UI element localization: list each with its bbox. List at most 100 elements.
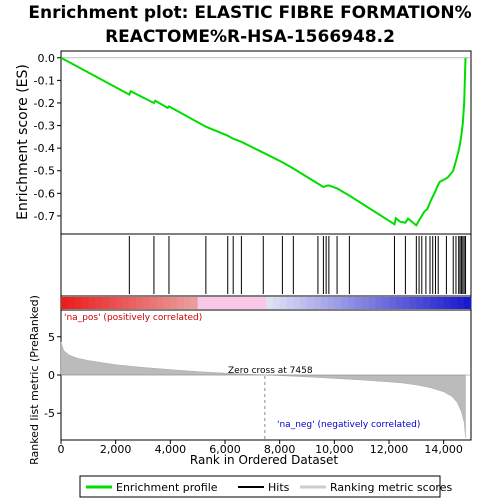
color-bar-segment [464, 297, 472, 309]
color-bar-segment [416, 297, 424, 309]
hits-layer [128, 236, 467, 294]
color-bar-segment [430, 297, 438, 309]
x-tick-label: 12,000 [370, 443, 409, 456]
chart-title-line-2: REACTOME%R-HSA-1566948.2 [105, 27, 395, 47]
color-bar-segment [300, 297, 308, 309]
color-bar-segment [197, 297, 205, 309]
pos-correlated-label: 'na_pos' (positively correlated) [64, 313, 202, 323]
legend: Enrichment profile Hits Ranking metric s… [79, 475, 452, 498]
es-y-tick-label: -0.6 [34, 187, 55, 200]
color-bar-segment [122, 297, 130, 309]
color-bar-segment [67, 297, 76, 309]
color-bar-segment [286, 297, 294, 309]
color-bar-segment [163, 297, 171, 309]
color-bar-segment [74, 297, 82, 309]
es-y-tick-label: -0.1 [34, 74, 55, 87]
color-bar-segment [225, 297, 233, 309]
rank-y-tick-label: -5 [44, 407, 55, 420]
color-bar-segment [341, 297, 349, 309]
color-bar-segment [136, 297, 144, 309]
x-tick-label: 0 [58, 443, 65, 456]
color-bar-segment [156, 297, 164, 309]
color-bar-segment [81, 297, 89, 309]
color-bar-segment [259, 297, 267, 309]
color-bar-segment [218, 297, 226, 309]
hits-panel-frame [60, 233, 472, 297]
color-bar-segment [348, 297, 356, 309]
es-layer: 0.0 -0.1 -0.2 -0.3 -0.4 -0.5 -0.6 -0.7 [34, 52, 471, 227]
color-bar-segment [129, 297, 137, 309]
es-y-tick-label: -0.2 [34, 97, 55, 110]
color-bar-segment [88, 297, 96, 309]
color-bar-segment [361, 297, 369, 309]
color-bar-segment [266, 297, 274, 309]
color-bar-segment [95, 297, 103, 309]
rank-y-axis-label: Ranked list metric (PreRanked) [28, 295, 41, 465]
rank-layer: 5 0 -5 [44, 331, 471, 440]
color-bar-segment [102, 297, 110, 309]
color-bar-segment [423, 297, 431, 309]
color-bar-segment [307, 297, 315, 309]
color-bar-segment [334, 297, 342, 309]
chart-title-line-1: Enrichment plot: ELASTIC FIBRE FORMATION… [28, 3, 471, 23]
ranking-metric-area [60, 342, 466, 438]
zero-cross-label: Zero cross at 7458 [228, 366, 313, 376]
color-bar-segment [450, 297, 458, 309]
es-y-tick-label: -0.7 [34, 210, 55, 223]
neg-correlated-label: 'na_neg' (negatively correlated) [277, 420, 420, 430]
x-tick-label: 14,000 [424, 443, 463, 456]
x-tick-label: 2,000 [100, 443, 132, 456]
color-bar-segment [327, 297, 335, 309]
x-tick-label: 8,000 [264, 443, 296, 456]
color-bar-segment [190, 297, 199, 309]
color-bar-segment [177, 297, 185, 309]
color-bar-segment [184, 297, 192, 309]
color-bar-segment [375, 297, 383, 309]
x-tick-label: 10,000 [315, 443, 354, 456]
color-bar-segment [143, 297, 151, 309]
color-bar-segment [402, 297, 410, 309]
x-tick-label: 4,000 [155, 443, 187, 456]
es-y-tick-label: -0.3 [34, 120, 55, 133]
color-gradient-bar [61, 297, 472, 309]
color-bar-segment [272, 297, 281, 309]
color-bar-segment [149, 297, 158, 309]
color-bar-segment [279, 297, 287, 309]
es-y-axis-label: Enrichment score (ES) [15, 64, 31, 220]
color-bar-segment [293, 297, 301, 309]
color-bar-segment [252, 297, 260, 309]
color-bar-segment [436, 297, 445, 309]
legend-hits-label: Hits [268, 481, 290, 494]
color-bar-segment [204, 297, 212, 309]
color-bar-segment [395, 297, 404, 309]
color-bar-segment [108, 297, 117, 309]
color-bar-segment [382, 297, 390, 309]
color-bar-segment [231, 297, 240, 309]
rank-y-tick-label: 5 [48, 331, 55, 344]
x-tick-label: 6,000 [209, 443, 241, 456]
color-bar-segment [457, 297, 465, 309]
color-bar-segment [211, 297, 219, 309]
color-bar-segment [389, 297, 397, 309]
color-bar-segment [245, 297, 253, 309]
color-bar-segment [238, 297, 246, 309]
color-bar-segment [409, 297, 417, 309]
es-panel-frame [60, 50, 472, 235]
color-bar-segment [320, 297, 328, 309]
color-bar-segment [354, 297, 363, 309]
es-y-tick-label: -0.4 [34, 142, 55, 155]
color-bar-segment [368, 297, 376, 309]
color-bar-segment [61, 297, 69, 309]
es-y-tick-label: 0.0 [38, 52, 56, 65]
color-bar-segment [443, 297, 451, 309]
x-axis-label: Rank in Ordered Dataset [190, 453, 338, 467]
color-bar-segment [115, 297, 123, 309]
x-axis: 0 2,000 4,000 6,000 8,000 10,000 12,000 14,000 [58, 440, 463, 456]
color-bar-segment [313, 297, 322, 309]
legend-ranking-label: Ranking metric scores [330, 481, 452, 494]
color-bar-segment [170, 297, 178, 309]
rank-y-tick-label: 0 [48, 369, 55, 382]
enrichment-profile-line [60, 56, 467, 227]
es-y-tick-label: -0.5 [34, 165, 55, 178]
